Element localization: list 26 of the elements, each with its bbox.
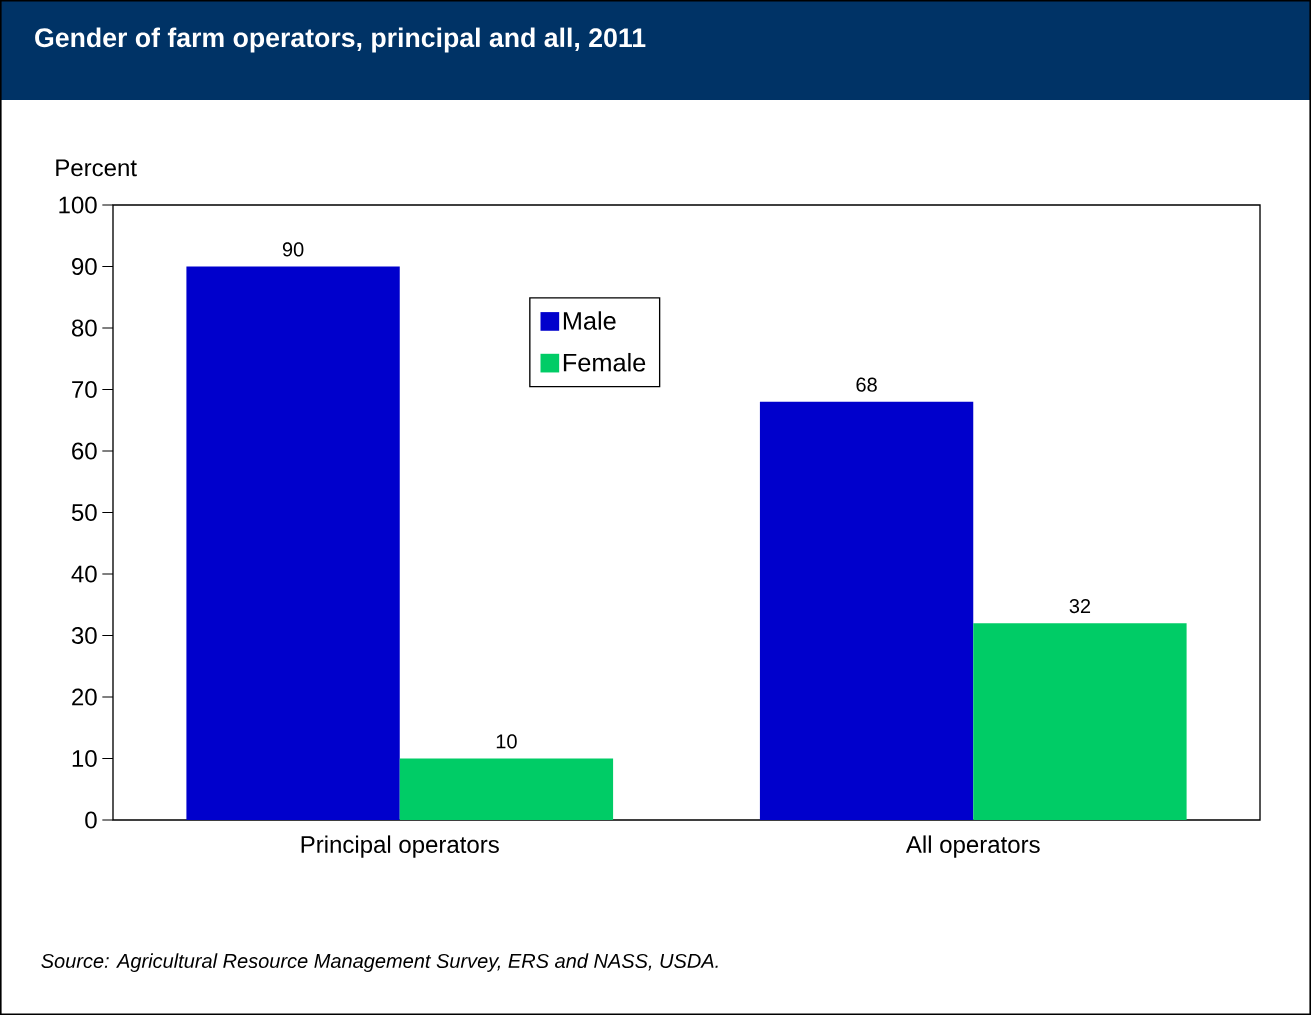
y-tick-label: 70 — [72, 381, 97, 398]
bar — [186, 266, 400, 821]
y-axis-title: Percent — [56, 159, 137, 177]
y-tick-label: 100 — [59, 196, 97, 214]
data-label: 32 — [1069, 599, 1091, 614]
y-tick-label: 60 — [72, 442, 97, 460]
y-tick-label: 30 — [71, 627, 97, 644]
x-tick-label: Principal operators — [301, 835, 499, 858]
bar — [973, 623, 1187, 821]
legend-label: Female — [563, 352, 646, 372]
y-tick-label: 20 — [72, 688, 97, 706]
y-tick-label: 80 — [71, 319, 97, 337]
chart-title: Gender of farm operators, principal and all, 2011 — [35, 27, 646, 53]
y-tick-label: 90 — [72, 258, 97, 275]
y-tick-label: 50 — [71, 504, 97, 521]
legend-label: Male — [563, 311, 616, 330]
data-label: 68 — [856, 377, 877, 392]
y-tick-label: 40 — [71, 565, 97, 583]
y-tick-label: 0 — [85, 811, 97, 829]
source-note: Source: Agricultural Resource Management Survey, ERS and NASS, USDA. — [41, 953, 718, 972]
bar — [759, 401, 974, 821]
x-tick-label: All operators — [905, 835, 1040, 858]
data-label: 90 — [282, 242, 304, 257]
y-tick-label: 10 — [72, 750, 97, 767]
data-label: 10 — [496, 734, 517, 749]
bar — [399, 758, 614, 821]
